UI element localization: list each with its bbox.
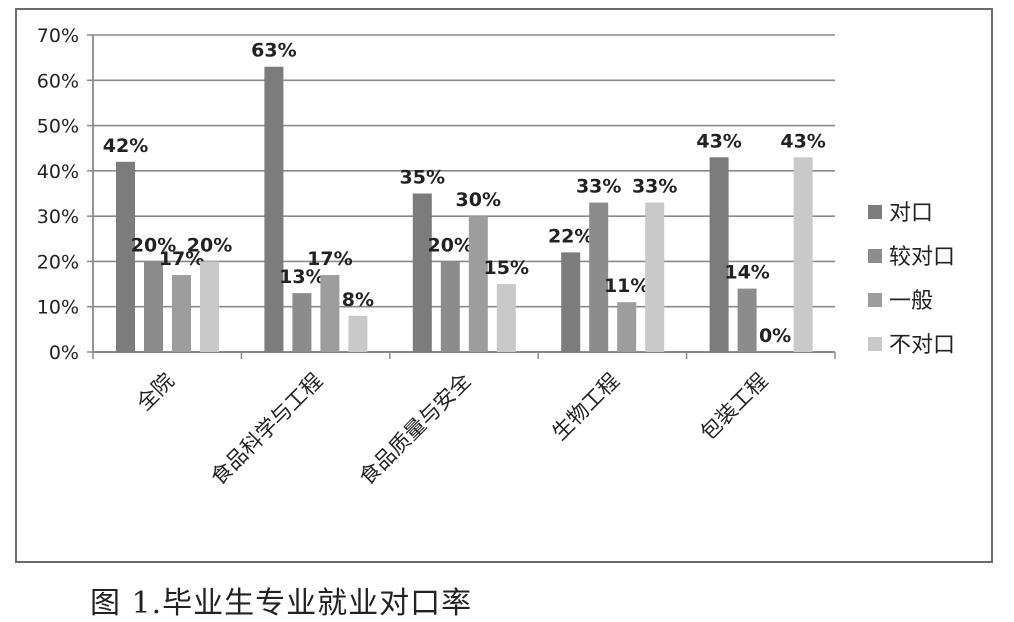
legend-swatch [868, 249, 882, 263]
category-label: 包装工程 [696, 369, 772, 445]
bar [793, 157, 813, 352]
data-label: 17% [307, 248, 352, 270]
data-label: 33% [576, 176, 621, 198]
y-tick-label: 50% [37, 116, 79, 138]
y-tick-label: 0% [49, 342, 79, 364]
y-tick-label: 20% [37, 251, 79, 273]
data-label: 42% [103, 135, 148, 157]
data-label: 11% [604, 275, 649, 297]
legend-label: 对口 [889, 201, 933, 226]
category-label: 全院 [132, 369, 179, 416]
bar [412, 193, 432, 352]
category-label: 食品科学与工程 [206, 369, 327, 490]
bar [320, 275, 340, 352]
category-label: 食品质量与安全 [355, 369, 476, 490]
bar [468, 216, 488, 352]
bar [645, 202, 665, 352]
bar-chart: 0% 10% 20% 30% 40% 50% 60% 70% 42% 63% 35% 22% 43% 20… [37, 25, 955, 490]
bar [116, 161, 135, 352]
legend-label: 不对口 [889, 333, 955, 358]
data-label: 14% [724, 262, 769, 284]
data-label: 13% [279, 266, 324, 288]
data-label: 15% [484, 257, 529, 279]
y-tick-label: 70% [37, 25, 79, 47]
bar [561, 252, 581, 352]
bar [589, 202, 609, 352]
bar [200, 261, 219, 352]
y-tick-label: 60% [37, 70, 79, 92]
bar [737, 288, 757, 352]
data-label: 30% [456, 189, 501, 211]
y-tick-label: 30% [37, 206, 79, 228]
legend-swatch [868, 293, 882, 307]
bar [348, 315, 368, 352]
bar [144, 261, 163, 352]
data-label: 20% [187, 234, 232, 256]
bar [709, 157, 729, 352]
bar [617, 302, 637, 352]
legend-label: 较对口 [889, 245, 955, 270]
data-label: 22% [548, 225, 593, 247]
y-tick-label: 40% [37, 161, 79, 183]
data-label: 0% [759, 325, 791, 347]
legend-swatch [868, 205, 882, 219]
bar [264, 66, 284, 352]
legend-label: 一般 [889, 289, 933, 314]
data-label: 8% [342, 289, 374, 311]
data-label: 35% [400, 167, 445, 189]
data-label: 43% [780, 130, 825, 152]
data-label: 43% [696, 130, 741, 152]
y-tick-label: 10% [37, 297, 79, 319]
data-label: 20% [131, 234, 176, 256]
data-label: 63% [251, 40, 296, 62]
category-label: 生物工程 [548, 369, 624, 445]
bar [172, 275, 191, 352]
bar [292, 293, 312, 352]
bar [440, 261, 460, 352]
figure-caption: 图 1.毕业生专业就业对口率 [90, 586, 473, 621]
data-label: 17% [159, 248, 204, 270]
legend-swatch [868, 337, 882, 351]
data-label: 33% [632, 176, 677, 198]
data-label: 20% [428, 234, 473, 256]
bar [496, 284, 516, 352]
